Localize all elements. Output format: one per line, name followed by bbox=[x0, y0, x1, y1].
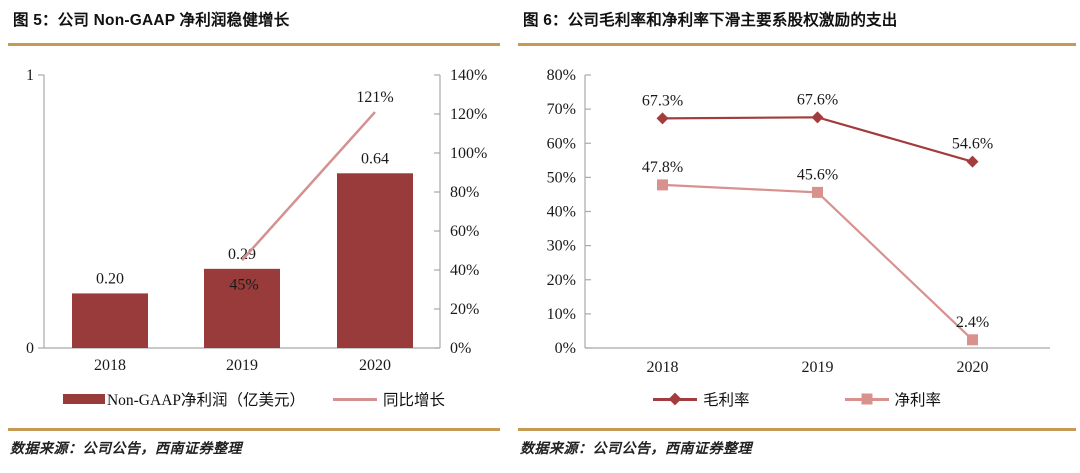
legend-item-net-profit: Non-GAAP净利润（亿美元） bbox=[62, 388, 306, 410]
legend-label-net-margin: 净利率 bbox=[894, 392, 942, 409]
svg-text:67.3%: 67.3% bbox=[642, 92, 683, 109]
svg-text:0.64: 0.64 bbox=[361, 150, 389, 167]
svg-text:60%: 60% bbox=[450, 223, 479, 240]
svg-text:54.6%: 54.6% bbox=[952, 136, 993, 153]
bar-line-chart: 0 1 0% 20% 40% 60% 80% 100% 120% 140% 2018 2019 2020… bbox=[26, 67, 487, 374]
figure-6-chart: 0% 10% 20% 30% 40% 50% 60% 70% 80% 2018 2019 2020 67… bbox=[518, 10, 1076, 467]
svg-text:10%: 10% bbox=[547, 306, 576, 323]
svg-text:80%: 80% bbox=[450, 184, 479, 201]
line-series-swatch bbox=[333, 397, 378, 401]
svg-text:30%: 30% bbox=[547, 238, 576, 255]
figure-6-panel: 图 6：公司毛利率和净利率下滑主要系股权激励的支出 0% 10% 20% 30% 40%… bbox=[518, 10, 1076, 467]
figure-5-title-underline bbox=[8, 43, 500, 46]
figure-6-title: 图 6：公司毛利率和净利率下滑主要系股权激励的支出 bbox=[523, 12, 898, 29]
bar-series-swatch bbox=[62, 394, 105, 404]
svg-text:1: 1 bbox=[26, 67, 34, 84]
svg-text:0%: 0% bbox=[450, 340, 471, 357]
svg-text:45.6%: 45.6% bbox=[797, 166, 838, 183]
svg-text:47.8%: 47.8% bbox=[642, 159, 683, 176]
svg-text:2018: 2018 bbox=[94, 357, 126, 374]
svg-text:121%: 121% bbox=[356, 89, 393, 106]
line-chart: 0% 10% 20% 30% 40% 50% 60% 70% 80% 2018 2019 2020 67… bbox=[547, 67, 1050, 376]
svg-text:20%: 20% bbox=[450, 301, 479, 318]
figure-5-chart: 0 1 0% 20% 40% 60% 80% 100% 120% 140% 2018 2019 2020… bbox=[8, 10, 500, 467]
svg-text:2020: 2020 bbox=[957, 359, 989, 376]
svg-text:67.6%: 67.6% bbox=[797, 91, 838, 108]
svg-text:2018: 2018 bbox=[647, 359, 679, 376]
svg-text:2020: 2020 bbox=[359, 357, 391, 374]
net-margin-swatch bbox=[844, 393, 889, 405]
figure-5-title: 图 5：公司 Non-GAAP 净利润稳健增长 bbox=[13, 12, 290, 29]
svg-text:0.20: 0.20 bbox=[96, 270, 124, 287]
svg-text:80%: 80% bbox=[547, 67, 576, 84]
svg-text:2019: 2019 bbox=[226, 357, 258, 374]
svg-text:50%: 50% bbox=[547, 169, 576, 186]
svg-text:20%: 20% bbox=[547, 272, 576, 289]
legend-label-yoy-growth: 同比增长 bbox=[383, 392, 446, 409]
legend-item-gross-margin: 毛利率 bbox=[652, 388, 750, 410]
legend-label-gross-margin: 毛利率 bbox=[702, 392, 750, 409]
figure-6-legend: 毛利率 净利率 bbox=[518, 388, 1076, 410]
svg-text:0%: 0% bbox=[555, 340, 576, 357]
figure-6-title-underline bbox=[518, 43, 1076, 46]
legend-item-yoy-growth: 同比增长 bbox=[333, 388, 445, 410]
svg-text:2.4%: 2.4% bbox=[956, 314, 989, 331]
figure-6-source: 数据来源：公司公告，西南证券整理 bbox=[520, 442, 752, 457]
svg-text:70%: 70% bbox=[547, 101, 576, 118]
gross-margin-swatch bbox=[652, 392, 697, 406]
svg-text:2019: 2019 bbox=[802, 359, 834, 376]
figure-5-panel: 图 5：公司 Non-GAAP 净利润稳健增长 0 1 0% 20% 40% 60% 80%… bbox=[8, 10, 500, 467]
figure-5-source: 数据来源：公司公告，西南证券整理 bbox=[10, 442, 242, 457]
svg-text:100%: 100% bbox=[450, 145, 487, 162]
svg-text:120%: 120% bbox=[450, 106, 487, 123]
legend-label-net-profit: Non-GAAP净利润（亿美元） bbox=[106, 392, 306, 409]
square-marker-icon bbox=[861, 393, 872, 405]
svg-text:140%: 140% bbox=[450, 67, 487, 84]
figure-5-bottom-rule bbox=[8, 428, 500, 431]
svg-text:40%: 40% bbox=[547, 204, 576, 221]
figure-6-bottom-rule bbox=[518, 428, 1076, 431]
diamond-marker-icon bbox=[668, 392, 682, 406]
figure-5-legend: Non-GAAP净利润（亿美元） 同比增长 bbox=[8, 388, 500, 410]
svg-text:0: 0 bbox=[26, 340, 34, 357]
svg-text:40%: 40% bbox=[450, 262, 479, 279]
svg-text:0.29: 0.29 bbox=[228, 246, 256, 263]
svg-text:45%: 45% bbox=[229, 276, 258, 293]
svg-text:60%: 60% bbox=[547, 135, 576, 152]
legend-item-net-margin: 净利率 bbox=[844, 388, 942, 410]
